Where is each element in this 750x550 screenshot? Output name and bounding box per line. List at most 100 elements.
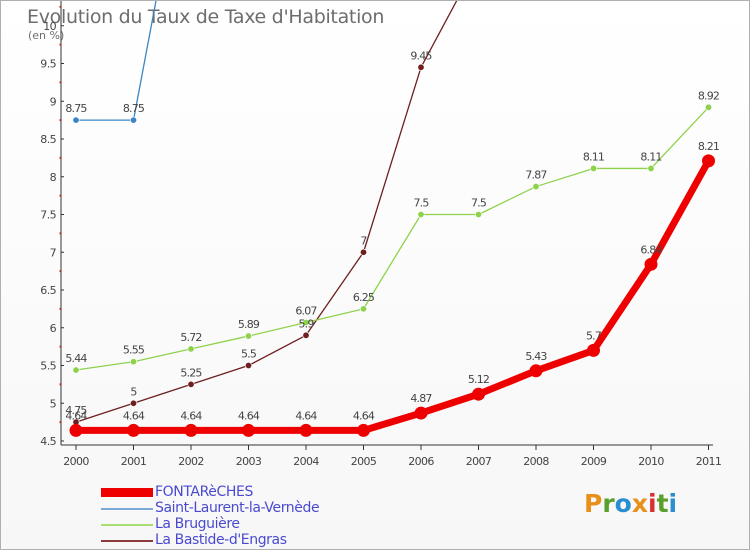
x-tick-label: 2006 — [408, 455, 434, 468]
y-minor-tick — [59, 119, 61, 122]
y-minor-tick — [59, 232, 61, 235]
logo-letter: r — [602, 489, 615, 518]
series-layer — [69, 1, 715, 437]
legend-swatch — [101, 540, 153, 542]
data-point-la-bruguiere — [474, 211, 482, 219]
data-point-fontareches — [644, 257, 658, 271]
y-unit-label: (en %) — [28, 29, 65, 42]
data-point-la-bastide — [187, 380, 195, 388]
data-label-fontareches: 5.7 — [586, 329, 602, 342]
legend-label: FONTARèCHES — [155, 484, 253, 500]
data-label-la-bruguiere: 5.72 — [180, 331, 201, 344]
data-label-la-bruguiere: 6.07 — [295, 304, 317, 317]
data-point-la-bruguiere — [302, 318, 310, 326]
data-point-fontareches — [357, 423, 370, 437]
data-label-fontareches: 5.12 — [468, 373, 489, 386]
chart-title: Evolution du Taux de Taxe d'Habitation — [27, 6, 385, 28]
data-point-la-bastide — [302, 331, 310, 339]
x-tick-label: 2010 — [638, 455, 664, 468]
data-point-la-bruguiere — [245, 332, 253, 340]
logo-letter: x — [631, 489, 648, 518]
data-label-fontareches: 4.87 — [410, 392, 432, 405]
data-label-la-bruguiere: 8.11 — [583, 150, 604, 163]
x-tick-label: 2009 — [581, 455, 607, 468]
data-label-la-bruguiere: 8.92 — [698, 89, 719, 102]
data-point-la-bruguiere — [417, 211, 425, 219]
y-minor-tick — [59, 43, 61, 46]
data-point-fontareches — [127, 423, 140, 437]
y-tick-label: 7 — [50, 246, 57, 259]
data-point-fontareches — [702, 154, 715, 168]
data-label-la-bruguiere: 7.5 — [471, 197, 487, 210]
axes: 4.555.566.577.588.599.51010.51111.51212.… — [40, 1, 722, 468]
data-label-la-bruguiere: 5.55 — [123, 344, 145, 357]
data-point-la-bastide — [245, 361, 253, 369]
data-label-la-bruguiere: 7.87 — [525, 169, 547, 182]
data-point-la-bruguiere — [72, 366, 80, 374]
y-tick-label: 6 — [50, 322, 57, 335]
data-label-la-bastide: 5.9 — [298, 317, 314, 330]
logo-letter: o — [614, 489, 632, 518]
y-tick-label: 9 — [50, 95, 57, 108]
x-tick-label: 2001 — [121, 455, 147, 468]
data-label-la-bastide: 4.75 — [65, 404, 87, 417]
legend-swatch — [101, 524, 153, 526]
y-minor-tick — [59, 421, 61, 424]
y-tick-label: 5 — [50, 397, 57, 410]
data-label-fontareches: 4.64 — [238, 409, 260, 422]
y-minor-tick — [59, 270, 61, 273]
data-label-fontareches: 5.43 — [525, 350, 547, 363]
y-tick-label: 8 — [50, 171, 57, 184]
series-line-saint-laurent — [75, 1, 157, 121]
y-minor-tick — [59, 345, 61, 348]
data-label-fontareches: 4.64 — [353, 409, 375, 422]
data-point-la-bastide — [130, 399, 138, 407]
data-point-la-bastide — [359, 248, 367, 256]
data-point-fontareches — [472, 387, 485, 401]
data-point-la-bruguiere — [589, 164, 597, 172]
y-tick-label: 6.5 — [40, 284, 56, 297]
series-line-fontareches — [72, 157, 712, 434]
y-tick-label: 4.5 — [40, 435, 56, 448]
legend-swatch — [101, 508, 153, 510]
data-label-fontareches: 4.64 — [180, 409, 202, 422]
y-tick-label: 8.5 — [40, 133, 56, 146]
data-label-saint-laurent: 8.75 — [65, 102, 87, 115]
data-label-la-bastide: 9.45 — [410, 49, 432, 62]
data-label-la-bruguiere: 8.11 — [640, 150, 661, 163]
series-line-la-bruguiere — [75, 106, 710, 371]
data-point-la-bruguiere — [532, 183, 540, 191]
x-tick-label: 2008 — [523, 455, 549, 468]
data-label-fontareches: 4.64 — [65, 409, 87, 422]
logo-letter: i — [668, 489, 678, 518]
data-point-fontareches — [587, 343, 600, 357]
data-point-la-bruguiere — [647, 164, 655, 172]
x-tick-label: 2004 — [293, 455, 319, 468]
data-point-fontareches — [299, 423, 313, 437]
legend-swatch — [101, 488, 153, 497]
y-tick-label: 9.5 — [40, 58, 56, 71]
legend-label: La Bastide-d'Engras — [155, 532, 287, 548]
data-point-la-bruguiere — [187, 345, 195, 353]
y-minor-tick — [59, 307, 61, 310]
x-tick-label: 2003 — [236, 455, 262, 468]
logo-letter: t — [656, 489, 669, 518]
x-tick-label: 2011 — [696, 455, 722, 468]
data-label-fontareches: 8.21 — [698, 140, 719, 153]
y-tick-label: 7.5 — [40, 209, 56, 222]
data-point-la-bastide — [417, 63, 425, 71]
data-point-la-bruguiere — [130, 358, 138, 366]
logo-letter: P — [584, 489, 603, 518]
legend-label: La Bruguière — [155, 516, 240, 532]
y-minor-tick — [59, 5, 61, 8]
data-point-saint-laurent — [72, 116, 80, 124]
data-point-saint-laurent — [130, 116, 138, 124]
data-point-fontareches — [529, 364, 543, 378]
data-label-la-bastide: 7 — [360, 234, 367, 247]
y-minor-tick — [59, 81, 61, 84]
y-minor-tick — [59, 156, 61, 159]
logo-letter: i — [648, 489, 657, 518]
data-point-fontareches — [184, 423, 198, 437]
data-label-la-bruguiere: 5.44 — [65, 352, 87, 365]
